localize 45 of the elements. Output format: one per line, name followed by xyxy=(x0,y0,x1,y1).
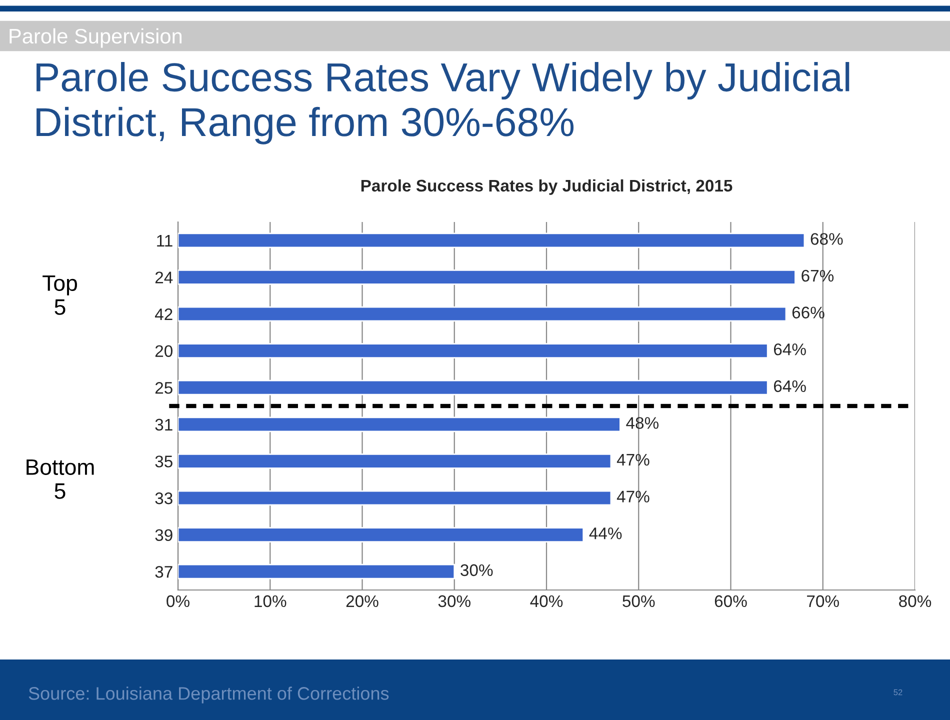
x-tick-label: 40% xyxy=(530,595,563,608)
x-tick-label: 10% xyxy=(254,595,286,608)
source-note: Source: Louisiana Department of Corrections xyxy=(28,686,389,704)
data-label: 67% xyxy=(802,270,834,282)
bar xyxy=(178,270,796,285)
y-tick-label: 37 xyxy=(155,566,172,578)
y-tick-label: 42 xyxy=(154,308,172,320)
y-tick-label: 24 xyxy=(155,272,173,284)
chart-title: Parole Success Rates Vary Widely by Judicial District, Range from 30%-68% xyxy=(36,62,850,144)
bar xyxy=(178,416,621,432)
x-tick-label: 0% xyxy=(166,595,190,608)
x-tick-label: 30% xyxy=(438,595,470,608)
y-tick-label: 20 xyxy=(155,345,172,358)
data-label: 68% xyxy=(810,233,843,245)
y-tick-label: 25 xyxy=(155,382,172,394)
y-tick-label: 31 xyxy=(155,418,172,431)
x-tick-label: 50% xyxy=(622,595,655,608)
data-label: 47% xyxy=(616,454,650,466)
text: 52 xyxy=(894,689,902,696)
text: Top 5 xyxy=(42,275,77,315)
y-tick-label: 33 xyxy=(155,492,172,504)
data-label: 66% xyxy=(792,306,824,318)
bar xyxy=(178,380,768,396)
text: Bottom 5 xyxy=(26,459,94,499)
bar xyxy=(178,490,612,506)
y-tick-label: 35 xyxy=(155,456,172,468)
bar xyxy=(178,343,768,358)
bar xyxy=(178,232,806,248)
data-label: 44% xyxy=(589,528,622,540)
bar xyxy=(178,306,787,322)
y-tick-label: 39 xyxy=(155,529,172,542)
chart-subtitle: Parole Success Rates by Judicial District, 2015 xyxy=(361,179,732,195)
data-label: 47% xyxy=(616,490,650,502)
y-tick-label: 11 xyxy=(157,234,172,246)
data-label: 30% xyxy=(460,564,493,576)
x-tick-label: 20% xyxy=(346,595,378,608)
bar xyxy=(178,564,456,580)
x-tick-label: 60% xyxy=(714,595,747,608)
x-tick-label: 80% xyxy=(899,595,932,608)
data-label: 64% xyxy=(774,343,806,356)
x-tick-label: 70% xyxy=(807,595,839,608)
data-label: 48% xyxy=(626,417,659,429)
bar xyxy=(178,527,584,542)
data-label: 64% xyxy=(774,380,806,392)
bar xyxy=(178,454,612,469)
